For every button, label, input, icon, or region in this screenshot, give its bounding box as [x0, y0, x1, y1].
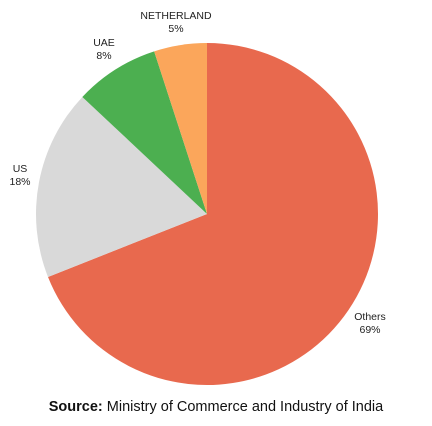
- pie-slice-netherland: [154, 43, 207, 214]
- slice-label-us: US 18%: [9, 163, 30, 188]
- source-text: Ministry of Commerce and Industry of Ind…: [106, 399, 384, 415]
- source-label: Source:: [48, 399, 103, 415]
- source-line: Source: Ministry of Commerce and Industr…: [0, 399, 432, 415]
- slices-layer: [36, 43, 379, 385]
- slice-name-us: US: [13, 163, 28, 175]
- slice-value-us: 18%: [9, 176, 30, 188]
- slice-label-netherland: NETHERLAND 5%: [140, 10, 212, 35]
- slice-name-uae: UAE: [93, 37, 115, 49]
- slice-name-others: Others: [354, 311, 386, 323]
- pie-chart-svg: Others 69% US 18% UAE 8% NETHERLAND 5%: [9, 10, 386, 385]
- slice-label-uae: UAE 8%: [93, 37, 115, 62]
- pie-slice-uae: [82, 51, 207, 215]
- slice-label-others: Others 69%: [354, 311, 386, 336]
- pie-slice-others: [48, 43, 379, 385]
- labels-layer: Others 69% US 18% UAE 8% NETHERLAND 5%: [9, 10, 385, 336]
- pie-slice-us: [36, 96, 208, 277]
- slice-value-netherland: 5%: [168, 23, 183, 35]
- slice-value-others: 69%: [359, 324, 380, 336]
- slice-name-netherland: NETHERLAND: [140, 10, 212, 22]
- slice-value-uae: 8%: [96, 50, 111, 62]
- pie-chart: Others 69% US 18% UAE 8% NETHERLAND 5%: [9, 10, 386, 385]
